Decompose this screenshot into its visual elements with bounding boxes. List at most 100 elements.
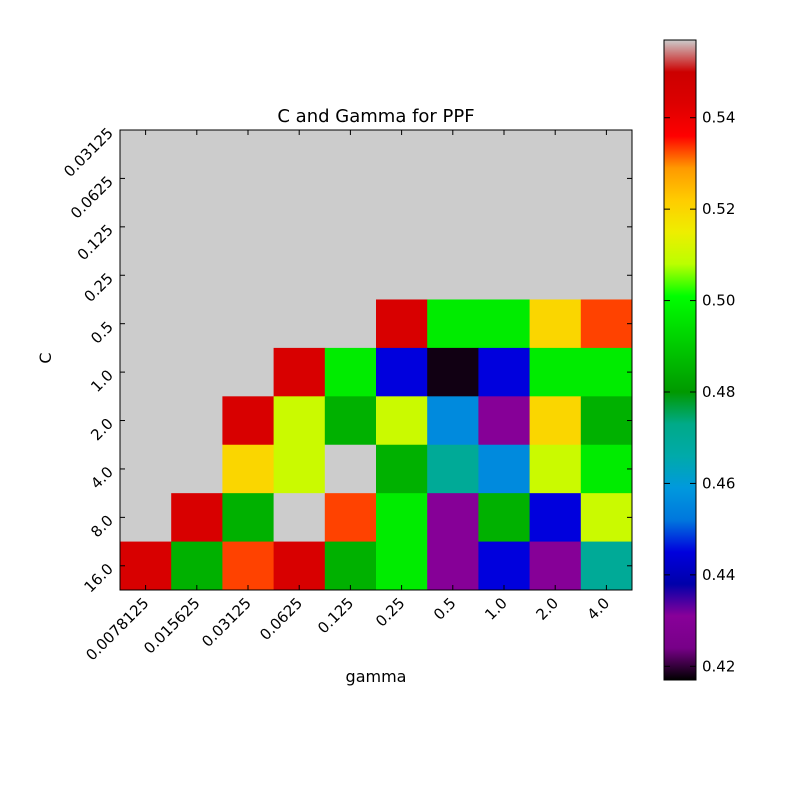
heatmap-cell [273,493,326,543]
heatmap-cell [324,396,377,446]
heatmap-cell [478,347,531,397]
heatmap-cell [427,444,479,494]
chart-title: C and Gamma for PPF [277,106,474,127]
heatmap-cell [427,251,479,300]
x-axis-label: gamma [346,667,407,686]
x-tick-label: 0.5 [430,594,460,624]
heatmap-cell [171,154,223,204]
heatmap-cell [171,493,223,543]
heatmap-cell [478,154,531,204]
heatmap-cell [376,396,428,446]
heatmap-cell [478,299,531,349]
colorbar-ticks: 0.42 0.44 0.46 0.48 0.50 0.52 0.54 [664,109,735,675]
y-tick-label: 0.5 [87,318,117,348]
heatmap-cell [171,396,223,446]
x-tick-label: 0.0625 [256,594,306,644]
heatmap-cell [222,299,275,349]
heatmap-cell [376,154,428,204]
heatmap-cell [529,444,582,494]
colorbar-tick-label: 0.42 [702,657,735,675]
plot-frame [119,129,633,591]
heatmap-cell [222,493,275,543]
heatmap-cell [580,251,633,300]
heatmap-cell [427,396,479,446]
heatmap-cell [120,493,172,543]
colorbar-tick-label: 0.54 [702,109,735,127]
heatmap-cell [120,444,172,494]
x-tick-label: 0.125 [314,594,357,637]
heatmap-cell [324,154,377,204]
heatmap-cell [529,396,582,446]
heatmap-cell [120,396,172,446]
heatmap-cell [222,541,275,591]
heatmap-cell [324,347,377,397]
heatmap-cell [324,541,377,591]
heatmap-cell [120,347,172,397]
heatmap-cell [376,202,428,252]
y-axis-label: C [36,352,55,363]
heatmap-cell [273,444,326,494]
heatmap-cell [120,541,172,591]
heatmap-cell [171,444,223,494]
heatmap-cell [529,299,582,349]
heatmap-cell [171,541,223,591]
colorbar-tick-label: 0.52 [702,200,735,218]
y-tick-label: 2.0 [87,415,117,445]
heatmap-cell [580,444,633,494]
colorbar-tick-label: 0.44 [702,566,735,584]
heatmap-cell [376,541,428,591]
heatmap-cell [376,493,428,543]
heatmap-cell [529,493,582,543]
heatmap-cell [222,347,275,397]
colorbar-tick-label: 0.46 [702,474,735,492]
heatmap-cell [529,251,582,300]
heatmap-cell [273,202,326,252]
heatmap-cell [120,202,172,252]
heatmap-cell [324,493,377,543]
heatmap-cell [427,541,479,591]
heatmap-cell [580,347,633,397]
heatmap-cell [478,444,531,494]
x-tick-label: 2.0 [532,594,562,624]
heatmap-cell [427,493,479,543]
heatmap-cell [222,396,275,446]
colorbar [663,39,697,681]
x-tick-label: 0.0078125 [82,594,152,664]
heatmap-cell [273,251,326,300]
heatmap-cell [427,154,479,204]
heatmap-cell [273,396,326,446]
heatmap-cell [427,202,479,252]
heatmap-cell [222,251,275,300]
heatmap-cell [171,202,223,252]
heatmap-cell [580,493,633,543]
y-tick-label: 4.0 [87,463,117,493]
colorbar-tick-label: 0.50 [702,292,735,310]
heatmap-cell [324,299,377,349]
heatmap-cell [273,541,326,591]
heatmap-cell [529,541,582,591]
heatmap-cell [222,154,275,204]
heatmap-cell [580,541,633,591]
heatmap-cell [273,347,326,397]
heatmap-cell [427,347,479,397]
heatmap-cell [171,251,223,300]
x-tick-label: 4.0 [584,594,614,624]
y-tick-label: 0.125 [74,221,117,264]
heatmap-cell [324,444,377,494]
heatmap-cell [376,299,428,349]
heatmap-cell [376,444,428,494]
heatmap-cell [376,251,428,300]
heatmap-cell [273,299,326,349]
heatmap-cell [427,299,479,349]
y-tick-label: 0.03125 [60,124,117,181]
heatmap-cell [324,202,377,252]
heatmap-cell [222,444,275,494]
x-tick-label: 0.25 [372,594,408,630]
heatmap-cell [171,299,223,349]
heatmap-cell [478,202,531,252]
heatmap-cell [580,154,633,204]
heatmap-cell [580,202,633,252]
